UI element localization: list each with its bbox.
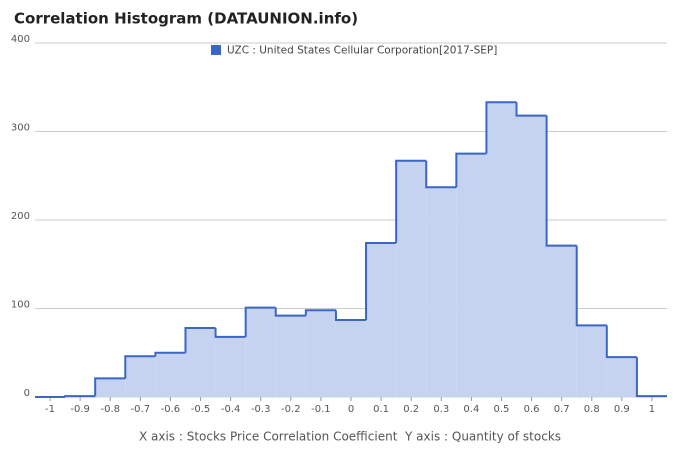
bar	[546, 245, 577, 397]
x-tick-label: -1	[45, 404, 55, 415]
x-tick-label: -0.2	[281, 404, 301, 415]
step-outline	[124, 355, 156, 379]
x-tick-label: 1	[649, 404, 655, 415]
bar	[245, 307, 276, 397]
bar	[215, 336, 246, 397]
x-tick-label: 0.9	[614, 404, 630, 415]
bar	[396, 160, 427, 397]
step-outline	[545, 115, 577, 247]
bar	[185, 327, 216, 397]
bar	[426, 187, 457, 397]
x-tick-label: -0.5	[191, 404, 211, 415]
axis-label: X axis : Stocks Price Correlation Coeffi…	[139, 430, 561, 444]
bar	[335, 320, 367, 397]
step-outline	[274, 307, 306, 317]
step-outline	[515, 102, 547, 117]
bar	[95, 378, 126, 397]
x-tick-label: 0	[348, 404, 354, 415]
step-outline	[485, 101, 517, 154]
step-outline	[455, 152, 487, 188]
x-tick-label: -0.9	[70, 404, 90, 415]
bar	[305, 310, 336, 397]
legend-swatch	[211, 45, 221, 55]
step-outline	[425, 160, 457, 189]
x-tick-label: 0.2	[403, 404, 419, 415]
bar	[516, 115, 547, 397]
x-tick-label: 0.8	[584, 404, 600, 415]
step-outline	[64, 395, 96, 398]
y-tick-label: 0	[24, 388, 30, 399]
bar	[275, 315, 306, 397]
x-tick-label: 0.3	[433, 404, 449, 415]
x-tick-label: -0.7	[131, 404, 151, 415]
bar	[576, 325, 607, 397]
bar	[125, 356, 156, 397]
bar	[606, 357, 637, 397]
step-outline	[334, 310, 367, 322]
bar	[366, 243, 397, 397]
bar	[456, 153, 487, 397]
x-tick-label: -0.4	[221, 404, 241, 415]
step-outline	[94, 377, 126, 397]
x-tick-label: -0.1	[311, 404, 331, 415]
x-tick-label: 0.5	[494, 404, 510, 415]
step-outline	[214, 327, 246, 338]
bar	[486, 102, 517, 398]
x-tick-label: 0.1	[373, 404, 389, 415]
y-tick-label: 100	[11, 300, 30, 311]
step-outline	[365, 242, 397, 321]
x-tick-label: 0.6	[524, 404, 540, 415]
y-tick-label: 300	[11, 123, 30, 134]
step-outline	[605, 325, 637, 359]
step-outline	[395, 159, 427, 244]
step-outline	[154, 351, 186, 357]
y-tick-label: 400	[11, 34, 30, 45]
y-tick-label: 200	[11, 211, 30, 222]
x-tick-label: -0.8	[100, 404, 120, 415]
bar	[155, 352, 186, 397]
step-outline	[575, 245, 607, 327]
step-outline	[244, 306, 276, 337]
chart-title: Correlation Histogram (DATAUNION.info)	[14, 10, 358, 28]
legend-label: UZC : United States Cellular Corporation…	[227, 45, 497, 57]
x-tick-label: -0.3	[251, 404, 271, 415]
step-outline	[635, 357, 667, 398]
step-outline	[184, 326, 216, 353]
x-tick-label: -0.6	[161, 404, 181, 415]
x-tick-label: 0.7	[554, 404, 570, 415]
x-tick-label: 0.4	[463, 404, 479, 415]
step-outline	[304, 309, 336, 316]
